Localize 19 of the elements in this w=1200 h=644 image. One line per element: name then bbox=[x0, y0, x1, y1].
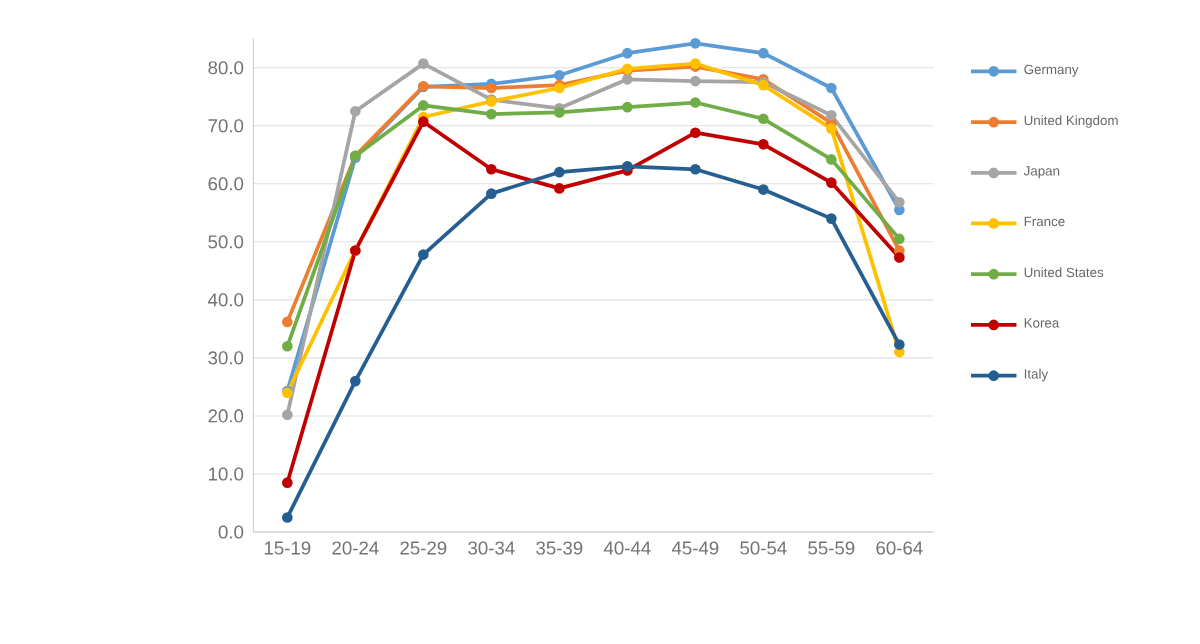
x-tick-label: 50-54 bbox=[740, 541, 787, 555]
x-tick-label: 35-39 bbox=[536, 541, 583, 555]
y-tick-label: 10.0 bbox=[209, 467, 244, 481]
x-tick-label: 20-24 bbox=[332, 541, 379, 555]
x-tick-label: 60-64 bbox=[876, 541, 923, 555]
x-tick-label: 15-19 bbox=[264, 541, 311, 555]
y-tick-label: 50.0 bbox=[208, 235, 244, 249]
y-tick-label: 60.0 bbox=[208, 177, 244, 191]
y-tick-label: 40.0 bbox=[208, 293, 244, 307]
x-tick-label: 45-49 bbox=[671, 541, 719, 555]
x-tick-label: 30-34 bbox=[468, 541, 515, 555]
y-tick-label: 80.0 bbox=[208, 61, 244, 75]
x-tick-label: 55-59 bbox=[808, 541, 855, 555]
y-tick-label: 70.0 bbox=[208, 119, 244, 133]
y-tick-label: 0.0 bbox=[218, 525, 244, 539]
x-tick-label: 25-29 bbox=[400, 541, 447, 555]
x-tick-label: 40-44 bbox=[603, 541, 651, 555]
y-tick-label: 30.0 bbox=[208, 351, 244, 365]
y-tick-label: 20.0 bbox=[208, 409, 244, 423]
